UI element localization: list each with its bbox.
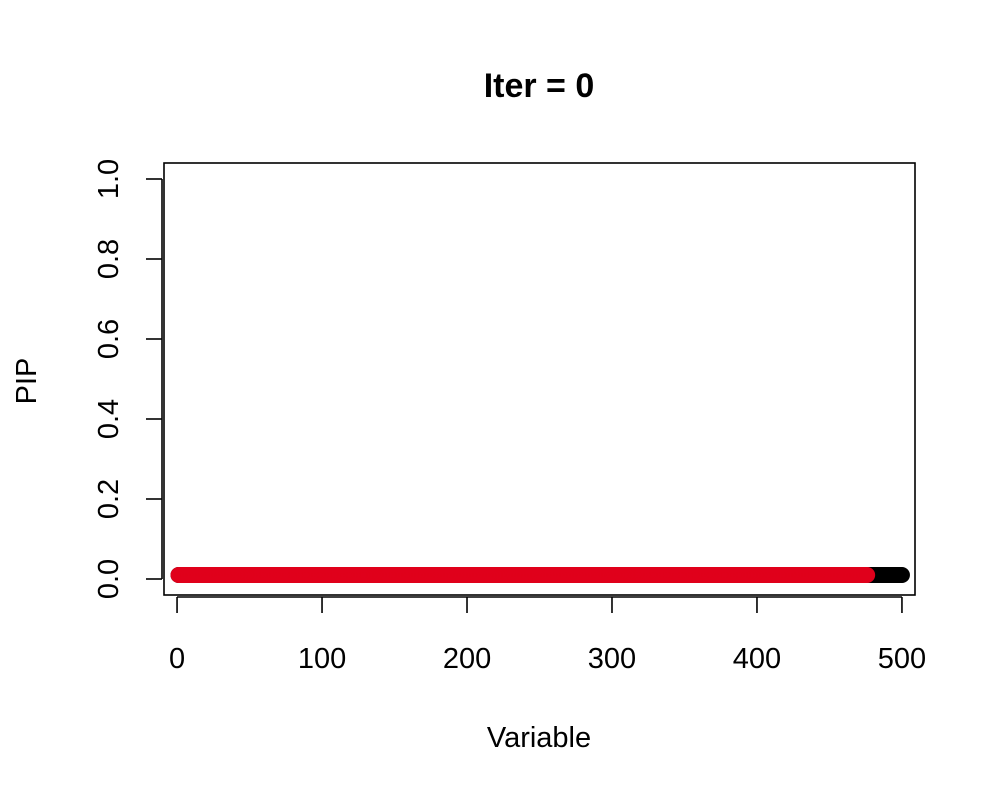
- data-point: [893, 567, 910, 583]
- x-axis-label: Variable: [487, 722, 591, 754]
- x-tick-label: 200: [443, 643, 491, 675]
- x-tick-label: 0: [169, 643, 185, 675]
- y-tick-label: 0.8: [93, 239, 125, 279]
- series-2: [170, 567, 876, 583]
- y-axis-label: PIP: [11, 358, 43, 405]
- y-tick-label: 0.6: [93, 319, 125, 359]
- data-point: [859, 567, 876, 583]
- y-tick-label: 0.4: [93, 399, 125, 439]
- x-tick-label: 400: [733, 643, 781, 675]
- x-tick-label: 300: [588, 643, 636, 675]
- plot-frame: [163, 162, 916, 596]
- y-tick-label: 0.0: [93, 559, 125, 599]
- y-tick-label: 1.0: [93, 159, 125, 199]
- series-layer: [170, 567, 910, 583]
- chart-title: Iter = 0: [484, 67, 595, 105]
- y-tick-label: 0.2: [93, 479, 125, 519]
- y-axis: 0.0 0.2 0.4 0.6 0.8 1.0: [93, 159, 163, 599]
- x-axis: 0 100 200 300 400 500: [169, 596, 926, 675]
- x-tick-label: 100: [298, 643, 346, 675]
- x-tick-label: 500: [878, 643, 926, 675]
